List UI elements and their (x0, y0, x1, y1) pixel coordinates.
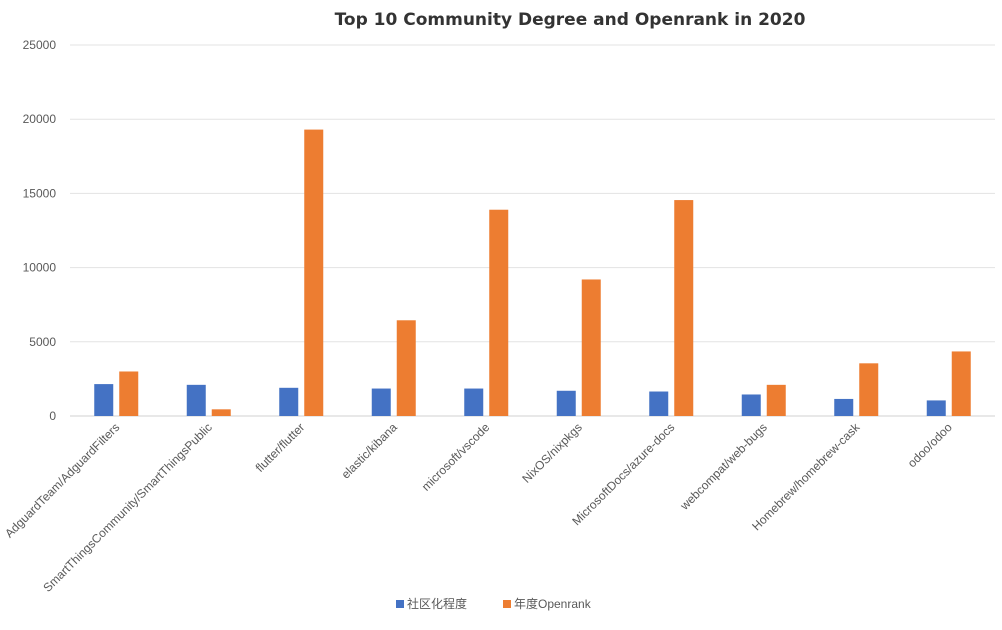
x-tick-label: webcompat/web-bugs (677, 420, 770, 513)
bar-openrank (304, 129, 324, 416)
y-tick-label: 5000 (29, 335, 56, 349)
bar-openrank (766, 384, 786, 416)
x-tick-label: SmartThingsCommunity/SmartThingsPublic (40, 420, 214, 594)
x-tick-label: Homebrew/homebrew-cask (749, 420, 863, 534)
bar-degree (649, 391, 669, 416)
bar-degree (556, 390, 576, 416)
bar-degree (371, 388, 391, 416)
bar-degree (94, 384, 114, 416)
y-axis-ticks: 0 5000 10000 15000 20000 25000 (23, 38, 57, 423)
x-axis-ticks: AdguardTeam/AdguardFiltersSmartThingsCom… (2, 420, 955, 595)
y-tick-label: 0 (49, 409, 56, 423)
bar-openrank (211, 409, 231, 416)
y-tick-label: 15000 (23, 186, 57, 200)
chart-title: Top 10 Community Degree and Openrank in … (335, 10, 806, 30)
legend-swatch (396, 600, 404, 608)
bar-openrank (674, 200, 694, 416)
y-tick-label: 25000 (23, 38, 57, 52)
bar-openrank (396, 320, 416, 416)
bars (94, 129, 971, 416)
bar-degree (464, 388, 484, 416)
x-tick-label: microsoft/vscode (419, 420, 493, 494)
x-tick-label: MicrosoftDocs/azure-docs (569, 420, 677, 528)
x-tick-label: flutter/flutter (253, 420, 308, 475)
bar-degree (741, 394, 761, 416)
x-tick-label: elastic/kibana (339, 420, 401, 482)
legend-label: 社区化程度 (407, 596, 467, 611)
bar-openrank (951, 351, 971, 416)
gridlines (70, 44, 995, 417)
y-tick-label: 10000 (23, 261, 57, 275)
legend-swatch (503, 600, 511, 608)
legend-label: 年度Openrank (514, 596, 592, 611)
bar-openrank (859, 363, 879, 416)
bar-openrank (581, 279, 601, 416)
bar-openrank (119, 371, 139, 416)
x-tick-label: odoo/odoo (905, 420, 955, 470)
bar-degree (834, 398, 854, 416)
legend: 社区化程度 年度Openrank (396, 596, 592, 611)
bar-degree (186, 384, 206, 416)
bar-degree (926, 400, 946, 416)
x-tick-label: NixOS/nixpkgs (519, 420, 585, 486)
bar-openrank (489, 209, 509, 416)
bar-degree (279, 387, 299, 416)
y-tick-label: 20000 (23, 112, 57, 126)
